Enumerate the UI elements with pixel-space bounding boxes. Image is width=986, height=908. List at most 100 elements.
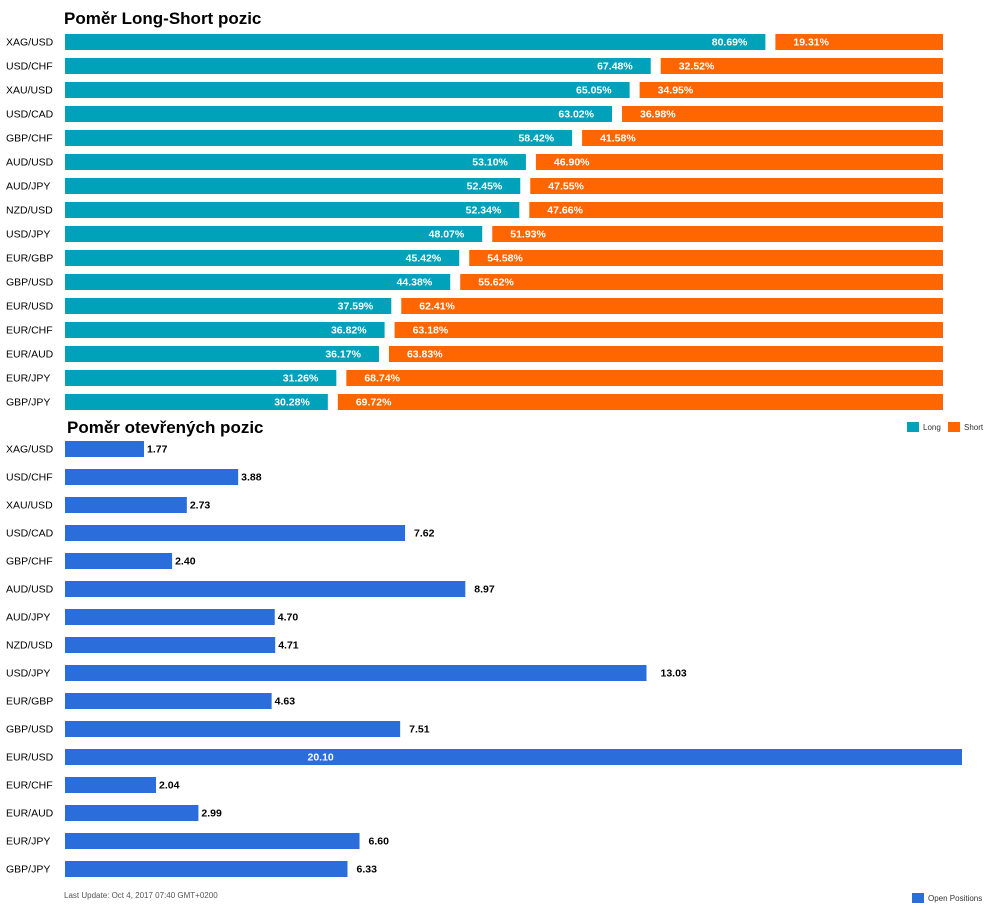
long-bar-usd-chf	[65, 58, 651, 74]
open-positions-bar-eur-aud	[65, 805, 199, 821]
short-value-label-usd-jpy: 51.93%	[510, 229, 546, 241]
open-positions-value-label-usd-cad: 7.62	[414, 528, 435, 540]
category-label-2-gbp-usd: GBP/USD	[6, 724, 54, 736]
open-positions-value-label-xau-usd: 2.73	[190, 500, 211, 512]
long-bar-xau-usd	[65, 82, 630, 98]
long-bar-usd-cad	[65, 106, 613, 122]
category-label-eur-jpy: EUR/JPY	[6, 373, 50, 385]
long-value-label-usd-jpy: 48.07%	[429, 229, 465, 241]
open-positions-bar-eur-usd	[65, 749, 962, 765]
long-value-label-xag-usd: 80.69%	[712, 37, 748, 49]
long-bar-nzd-usd	[65, 202, 520, 218]
short-bar-eur-gbp	[469, 250, 943, 266]
open-positions-bar-aud-usd	[65, 581, 466, 597]
open-positions-value-label-eur-aud: 2.99	[201, 808, 222, 820]
open-positions-legend: Open Positions	[912, 893, 982, 903]
short-value-label-usd-cad: 36.98%	[640, 109, 676, 121]
category-label-aud-usd: AUD/USD	[6, 157, 54, 169]
long-value-label-eur-gbp: 45.42%	[406, 253, 442, 265]
category-label-2-usd-chf: USD/CHF	[6, 472, 53, 484]
long-value-label-nzd-usd: 52.34%	[466, 205, 502, 217]
open-positions-bar-aud-jpy	[65, 609, 275, 625]
category-label-eur-aud: EUR/AUD	[6, 349, 54, 361]
short-bar-eur-jpy	[346, 370, 943, 386]
open-positions-bar-usd-jpy	[65, 665, 647, 681]
category-label-2-eur-usd: EUR/USD	[6, 752, 54, 764]
long-bar-gbp-chf	[65, 130, 573, 146]
short-value-label-gbp-chf: 41.58%	[600, 133, 636, 145]
open-positions-value-label-usd-chf: 3.88	[241, 472, 262, 484]
long-value-label-eur-aud: 36.17%	[325, 349, 361, 361]
short-value-label-aud-usd: 46.90%	[554, 157, 590, 169]
open-positions-value-label-xag-usd: 1.77	[147, 444, 168, 456]
open-positions-value-label-aud-jpy: 4.70	[278, 612, 299, 624]
long-bar-gbp-jpy	[65, 394, 328, 410]
category-label-gbp-usd: GBP/USD	[6, 277, 54, 289]
short-value-label-xau-usd: 34.95%	[658, 85, 694, 97]
category-label-2-xag-usd: XAG/USD	[6, 444, 54, 456]
legend-short-swatch	[948, 422, 960, 432]
long-value-label-aud-jpy: 52.45%	[467, 181, 503, 193]
open-positions-chart: XAG/USD 1.77 USD/CHF 3.88 XAU/USD 2.73 USD/CAD…	[6, 441, 962, 877]
category-label-eur-gbp: EUR/GBP	[6, 253, 53, 265]
category-label-2-usd-jpy: USD/JPY	[6, 668, 50, 680]
short-value-label-usd-chf: 32.52%	[679, 61, 715, 73]
open-positions-bar-nzd-usd	[65, 637, 276, 653]
open-positions-value-label-eur-jpy: 6.60	[369, 836, 390, 848]
open-positions-value-label-gbp-chf: 2.40	[175, 556, 196, 568]
long-bar-aud-usd	[65, 154, 526, 170]
long-value-label-usd-chf: 67.48%	[597, 61, 633, 73]
open-positions-bar-eur-jpy	[65, 833, 360, 849]
open-positions-bar-usd-cad	[65, 525, 406, 541]
open-positions-value-label-gbp-jpy: 6.33	[356, 864, 377, 876]
long-value-label-usd-cad: 63.02%	[558, 109, 594, 121]
short-bar-aud-usd	[535, 154, 943, 170]
open-positions-bar-eur-chf	[65, 777, 157, 793]
short-value-label-aud-jpy: 47.55%	[548, 181, 584, 193]
open-positions-bar-gbp-chf	[65, 553, 173, 569]
category-label-gbp-chf: GBP/CHF	[6, 133, 53, 145]
long-value-label-eur-usd: 37.59%	[338, 301, 374, 313]
short-bar-usd-jpy	[492, 226, 943, 242]
long-bar-eur-usd	[65, 298, 392, 314]
long-bar-usd-jpy	[65, 226, 483, 242]
short-value-label-eur-usd: 62.41%	[419, 301, 455, 313]
short-value-label-eur-gbp: 54.58%	[487, 253, 523, 265]
long-bar-eur-gbp	[65, 250, 460, 266]
long-value-label-eur-chf: 36.82%	[331, 325, 367, 337]
category-label-2-nzd-usd: NZD/USD	[6, 640, 53, 652]
short-bar-usd-chf	[660, 58, 943, 74]
category-label-usd-cad: USD/CAD	[6, 109, 54, 121]
short-bar-eur-chf	[394, 322, 943, 338]
category-label-nzd-usd: NZD/USD	[6, 205, 53, 217]
long-bar-eur-aud	[65, 346, 379, 362]
short-bar-eur-aud	[388, 346, 944, 362]
long-value-label-aud-usd: 53.10%	[472, 157, 508, 169]
short-bar-aud-jpy	[530, 178, 943, 194]
short-value-label-xag-usd: 19.31%	[793, 37, 829, 49]
category-label-2-eur-chf: EUR/CHF	[6, 780, 53, 792]
category-label-2-eur-gbp: EUR/GBP	[6, 696, 53, 708]
long-short-legend: Long Short	[907, 422, 984, 432]
chart-title-open-positions: Poměr otevřených pozic	[67, 418, 264, 437]
open-positions-value-label-eur-usd: 20.10	[308, 752, 334, 764]
short-value-label-nzd-usd: 47.66%	[547, 205, 583, 217]
short-bar-xag-usd	[775, 34, 943, 50]
open-positions-value-label-nzd-usd: 4.71	[278, 640, 299, 652]
category-label-xau-usd: XAU/USD	[6, 85, 53, 97]
category-label-aud-jpy: AUD/JPY	[6, 181, 50, 193]
legend-long-swatch	[907, 422, 919, 432]
chart-title-long-short: Poměr Long-Short pozic	[64, 9, 261, 28]
legend-open-positions-swatch	[912, 893, 924, 903]
open-positions-bar-xau-usd	[65, 497, 187, 513]
category-label-2-aud-jpy: AUD/JPY	[6, 612, 50, 624]
category-label-gbp-jpy: GBP/JPY	[6, 397, 50, 409]
category-label-xag-usd: XAG/USD	[6, 37, 54, 49]
long-bar-eur-jpy	[65, 370, 337, 386]
legend-long-label: Long	[923, 423, 941, 432]
legend-short-label: Short	[964, 423, 984, 432]
category-label-2-gbp-chf: GBP/CHF	[6, 556, 53, 568]
category-label-2-xau-usd: XAU/USD	[6, 500, 53, 512]
open-positions-value-label-gbp-usd: 7.51	[409, 724, 430, 736]
open-positions-value-label-eur-gbp: 4.63	[275, 696, 296, 708]
